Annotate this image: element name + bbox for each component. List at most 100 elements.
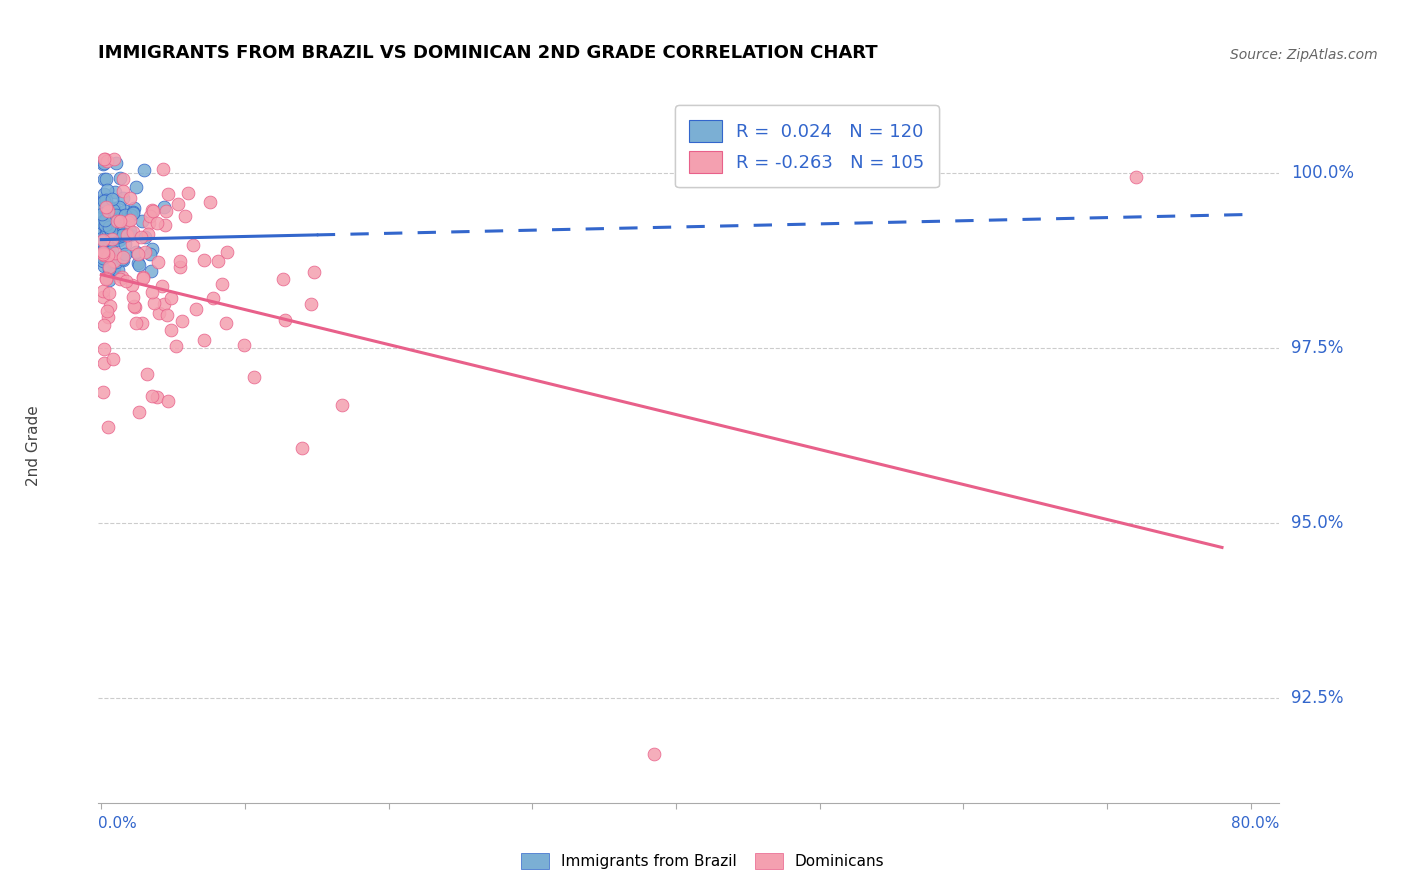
Point — [202, 291, 225, 305]
Point — [155, 204, 177, 219]
Point — [91, 290, 114, 304]
Point — [91, 234, 114, 248]
Point — [167, 197, 190, 211]
Point — [93, 192, 115, 206]
Point — [98, 223, 121, 237]
Point — [103, 152, 125, 166]
Point — [94, 216, 117, 230]
Legend: Immigrants from Brazil, Dominicans: Immigrants from Brazil, Dominicans — [516, 847, 890, 875]
Point — [115, 228, 138, 243]
Point — [93, 214, 115, 228]
Point — [111, 227, 134, 242]
Point — [141, 264, 163, 278]
Point — [94, 218, 117, 232]
Point — [101, 209, 124, 223]
Point — [111, 228, 134, 243]
Point — [97, 220, 120, 235]
Point — [139, 209, 162, 223]
Point — [105, 230, 128, 244]
Point — [104, 246, 127, 260]
Point — [100, 202, 122, 216]
Point — [120, 227, 142, 242]
Point — [200, 195, 222, 210]
Point — [129, 229, 152, 244]
Point — [104, 208, 127, 222]
Text: Source: ZipAtlas.com: Source: ZipAtlas.com — [1230, 48, 1378, 62]
Point — [93, 156, 115, 170]
Point — [111, 184, 134, 198]
Point — [152, 162, 174, 177]
Point — [145, 217, 167, 231]
Point — [111, 191, 134, 205]
Point — [93, 194, 115, 208]
Point — [103, 201, 125, 215]
Point — [91, 246, 114, 260]
Point — [94, 243, 117, 257]
Point — [91, 216, 114, 230]
Point — [125, 180, 148, 194]
Point — [108, 213, 131, 227]
Point — [91, 207, 114, 221]
Point — [128, 405, 150, 419]
Point — [132, 269, 155, 284]
Point — [101, 202, 124, 217]
Point — [91, 284, 114, 298]
Point — [207, 253, 229, 268]
Point — [121, 278, 143, 293]
Point — [96, 304, 118, 318]
Point — [111, 250, 134, 264]
Point — [98, 285, 121, 300]
Point — [172, 314, 194, 328]
Point — [100, 210, 122, 224]
Point — [97, 420, 120, 434]
Point — [291, 441, 314, 455]
Point — [96, 219, 118, 234]
Point — [330, 398, 353, 412]
Point — [114, 236, 136, 251]
Point — [104, 212, 127, 227]
Point — [97, 310, 120, 325]
Point — [111, 269, 134, 284]
Point — [101, 216, 124, 230]
Point — [97, 245, 120, 260]
Point — [138, 216, 160, 230]
Point — [93, 152, 115, 166]
Text: 2nd Grade: 2nd Grade — [25, 406, 41, 486]
Point — [110, 252, 132, 266]
Point — [165, 339, 187, 353]
Point — [114, 208, 136, 222]
Point — [122, 299, 145, 313]
Point — [146, 390, 169, 404]
Point — [93, 152, 115, 166]
Text: 100.0%: 100.0% — [1291, 164, 1354, 182]
Point — [141, 203, 163, 218]
Point — [121, 204, 143, 219]
Point — [91, 231, 114, 245]
Point — [93, 172, 115, 186]
Point — [97, 240, 120, 254]
Point — [96, 153, 118, 168]
Point — [91, 196, 114, 211]
Point — [177, 186, 200, 201]
Point — [98, 273, 121, 287]
Point — [96, 193, 118, 207]
Point — [104, 155, 127, 169]
Point — [108, 209, 131, 223]
Point — [174, 209, 197, 223]
Point — [156, 187, 179, 202]
Legend: R =  0.024   N = 120, R = -0.263   N = 105: R = 0.024 N = 120, R = -0.263 N = 105 — [675, 105, 939, 187]
Point — [215, 316, 238, 330]
Point — [96, 215, 118, 229]
Point — [136, 227, 159, 241]
Point — [141, 285, 163, 299]
Point — [169, 254, 191, 268]
Point — [124, 244, 146, 259]
Point — [120, 212, 142, 227]
Point — [91, 200, 114, 214]
Point — [91, 384, 114, 399]
Point — [108, 171, 131, 186]
Point — [141, 389, 163, 403]
Point — [94, 272, 117, 286]
Point — [103, 260, 125, 275]
Point — [101, 254, 124, 268]
